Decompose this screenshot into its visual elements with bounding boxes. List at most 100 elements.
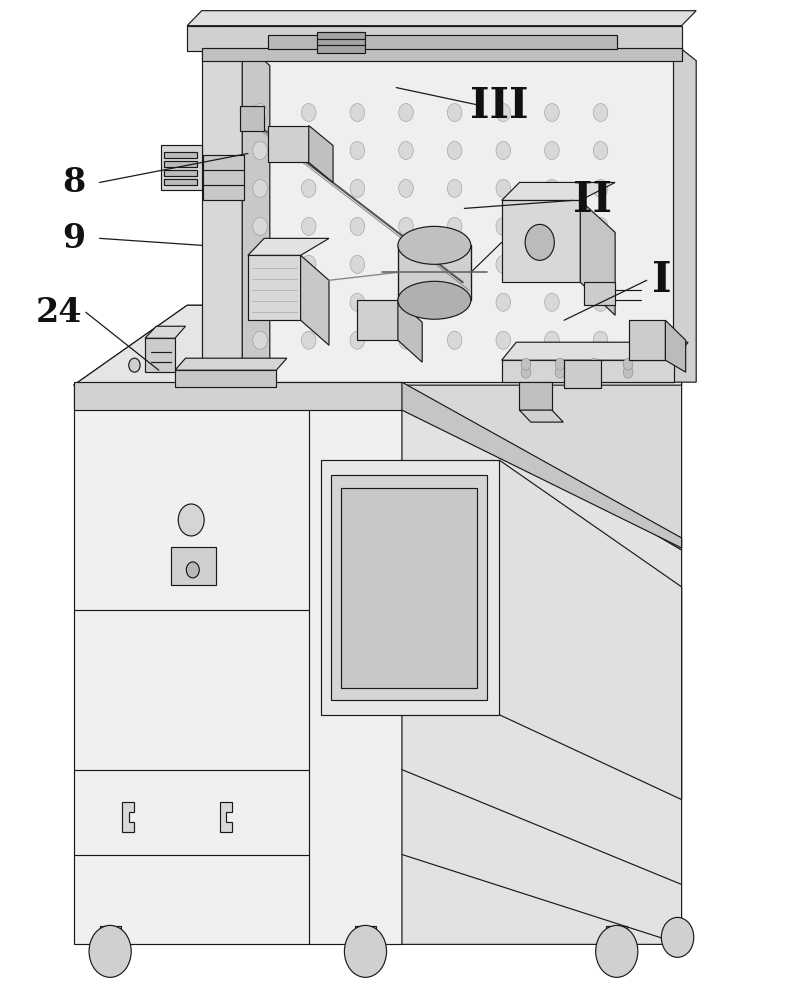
Ellipse shape — [397, 281, 470, 319]
Polygon shape — [247, 255, 300, 320]
Bar — [100, 926, 121, 944]
Circle shape — [521, 358, 530, 370]
Text: 9: 9 — [62, 222, 85, 255]
Bar — [606, 926, 627, 944]
Circle shape — [301, 179, 315, 197]
Circle shape — [89, 925, 131, 977]
Polygon shape — [219, 802, 231, 832]
Circle shape — [496, 293, 510, 311]
Circle shape — [350, 217, 364, 235]
Circle shape — [496, 255, 510, 273]
Circle shape — [447, 217, 461, 235]
Circle shape — [660, 917, 693, 957]
Polygon shape — [268, 35, 616, 49]
Polygon shape — [74, 305, 680, 385]
Bar — [170, 547, 215, 585]
Polygon shape — [201, 48, 680, 61]
Circle shape — [496, 331, 510, 349]
Circle shape — [301, 331, 315, 349]
Polygon shape — [268, 126, 308, 162]
Text: I: I — [650, 259, 670, 301]
Polygon shape — [401, 382, 680, 548]
Polygon shape — [519, 382, 551, 410]
Circle shape — [398, 179, 413, 197]
Circle shape — [178, 504, 204, 536]
Circle shape — [398, 331, 413, 349]
Bar — [165, 161, 196, 167]
Circle shape — [544, 217, 559, 235]
Circle shape — [186, 562, 199, 578]
Circle shape — [544, 104, 559, 122]
Bar — [165, 170, 196, 176]
Polygon shape — [584, 282, 615, 305]
Polygon shape — [672, 43, 695, 382]
Circle shape — [544, 331, 559, 349]
Polygon shape — [74, 305, 680, 550]
Circle shape — [593, 179, 607, 197]
Circle shape — [447, 179, 461, 197]
Circle shape — [301, 217, 315, 235]
Circle shape — [447, 331, 461, 349]
Circle shape — [496, 141, 510, 159]
Polygon shape — [316, 32, 365, 53]
Circle shape — [350, 179, 364, 197]
Circle shape — [593, 104, 607, 122]
Circle shape — [447, 141, 461, 159]
Text: 8: 8 — [62, 166, 85, 199]
Text: III: III — [470, 85, 528, 127]
Polygon shape — [580, 200, 615, 315]
Circle shape — [593, 293, 607, 311]
Circle shape — [350, 293, 364, 311]
Circle shape — [398, 217, 413, 235]
Polygon shape — [501, 182, 615, 200]
Circle shape — [252, 217, 267, 235]
Polygon shape — [300, 255, 328, 345]
Circle shape — [301, 141, 315, 159]
Circle shape — [623, 358, 633, 370]
Polygon shape — [401, 385, 680, 944]
Circle shape — [623, 366, 633, 378]
Circle shape — [593, 141, 607, 159]
Polygon shape — [564, 360, 600, 388]
Circle shape — [496, 104, 510, 122]
Circle shape — [350, 141, 364, 159]
Circle shape — [301, 104, 315, 122]
Polygon shape — [187, 26, 680, 51]
Polygon shape — [174, 370, 276, 387]
Circle shape — [555, 366, 564, 378]
Circle shape — [252, 179, 267, 197]
Polygon shape — [239, 106, 264, 131]
Circle shape — [595, 925, 637, 977]
Bar — [354, 926, 375, 944]
Circle shape — [350, 255, 364, 273]
Circle shape — [671, 343, 682, 357]
Circle shape — [593, 331, 607, 349]
Polygon shape — [320, 460, 499, 715]
Circle shape — [350, 331, 364, 349]
Circle shape — [398, 255, 413, 273]
Polygon shape — [74, 385, 401, 944]
Polygon shape — [519, 410, 563, 422]
Polygon shape — [664, 320, 684, 372]
Circle shape — [350, 104, 364, 122]
Polygon shape — [397, 300, 422, 362]
Circle shape — [398, 141, 413, 159]
Circle shape — [398, 293, 413, 311]
Polygon shape — [247, 238, 328, 255]
Circle shape — [521, 366, 530, 378]
Polygon shape — [629, 320, 664, 360]
Circle shape — [525, 224, 554, 260]
Circle shape — [344, 925, 386, 977]
Polygon shape — [122, 802, 135, 832]
Polygon shape — [341, 488, 477, 688]
Polygon shape — [499, 460, 680, 800]
Polygon shape — [308, 126, 333, 182]
Polygon shape — [145, 338, 174, 372]
Polygon shape — [174, 358, 286, 370]
Ellipse shape — [397, 226, 470, 264]
Circle shape — [496, 179, 510, 197]
Circle shape — [555, 358, 564, 370]
Circle shape — [544, 255, 559, 273]
Circle shape — [301, 293, 315, 311]
Text: II: II — [573, 179, 611, 221]
